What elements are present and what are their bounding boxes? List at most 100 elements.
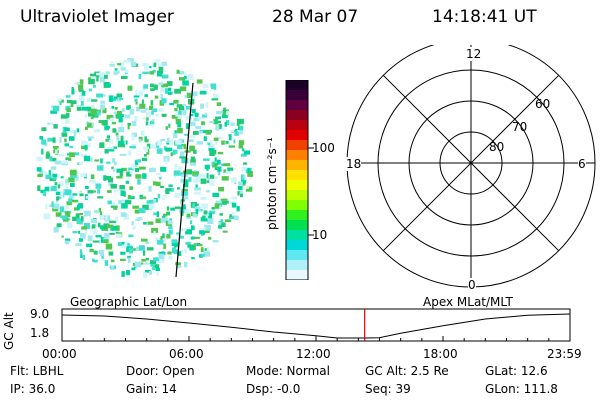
uv-pixel (195, 126, 202, 129)
uv-pixel (85, 186, 89, 189)
uv-pixel (184, 72, 187, 79)
uv-pixel (55, 191, 62, 195)
uv-pixel (217, 120, 221, 123)
colorbar-cell (286, 150, 308, 161)
mlt-label-12: 12 (466, 47, 482, 61)
uv-pixel (74, 207, 79, 211)
uv-pixel (138, 245, 145, 251)
uv-pixel (124, 242, 129, 248)
uv-pixel (116, 93, 122, 98)
uv-pixel (155, 218, 161, 224)
uv-pixel (186, 212, 191, 218)
uv-pixel (188, 139, 194, 142)
uv-pixel (120, 190, 125, 196)
uv-pixel (188, 177, 192, 182)
uv-pixel (186, 92, 193, 98)
uv-pixel (98, 222, 101, 228)
uv-pixel (229, 214, 232, 218)
uv-pixel (60, 176, 64, 179)
uv-pixel (223, 107, 226, 113)
polar-diagonal (382, 74, 560, 252)
uv-pixel (95, 183, 102, 189)
uv-pixel (195, 184, 198, 191)
uv-pixel (218, 203, 223, 207)
uv-pixel (116, 135, 120, 141)
uv-pixel (106, 135, 110, 139)
uv-pixel (200, 103, 205, 109)
uv-pixel (65, 238, 71, 242)
uv-pixel (185, 229, 192, 235)
uv-pixel (71, 199, 79, 203)
uv-pixel (71, 86, 74, 91)
uv-pixel (40, 189, 46, 194)
uv-pixel (119, 189, 126, 192)
uv-pixel (153, 198, 157, 204)
uv-pixel (144, 94, 148, 98)
colorbar-unit-label: photon cm⁻²s⁻¹ (265, 137, 279, 230)
uv-pixel (70, 100, 77, 105)
uv-pixel (79, 238, 83, 242)
uv-pixel (219, 213, 223, 216)
timeline-plot (61, 308, 571, 342)
uv-pixel (128, 247, 133, 254)
uv-pixel (107, 149, 115, 152)
uv-pixel (79, 213, 83, 216)
uv-pixel (168, 123, 171, 128)
uv-pixel (141, 238, 148, 242)
uv-pixel (189, 245, 195, 251)
uv-pixel (183, 170, 189, 173)
uv-pixel (174, 88, 181, 94)
uv-pixel (157, 70, 163, 77)
uv-pixel (150, 88, 155, 92)
uv-pixel (211, 98, 219, 101)
uv-pixel (99, 215, 106, 221)
uv-pixel (183, 143, 187, 150)
uv-pixel (86, 97, 92, 102)
uv-pixel (180, 151, 184, 158)
uv-pixel (183, 75, 187, 79)
uv-pixel (113, 146, 118, 149)
uv-pixel (68, 136, 75, 141)
uv-pixel (198, 244, 203, 247)
uv-pixel (78, 203, 84, 209)
uv-pixel (36, 156, 43, 162)
uv-pixel (106, 161, 111, 164)
uv-pixel (70, 101, 74, 107)
uv-pixel (70, 183, 75, 187)
uv-pixel (93, 85, 96, 88)
uv-pixel (198, 116, 205, 120)
uv-pixel (225, 141, 229, 144)
uv-pixel (76, 218, 83, 225)
uv-pixel (173, 241, 178, 248)
uv-pixel (158, 82, 163, 85)
uv-pixel (109, 98, 113, 102)
uv-pixel (159, 176, 162, 180)
uv-pixel (243, 162, 247, 165)
uv-pixel (113, 71, 118, 76)
uv-pixel (97, 189, 100, 194)
mlt-label-6: 6 (578, 157, 586, 171)
uv-pixel (53, 124, 58, 129)
terminator-line (175, 82, 194, 278)
uv-pixel (160, 94, 163, 99)
uv-pixel (158, 66, 164, 71)
uv-pixel (200, 216, 208, 222)
uv-pixel (165, 126, 168, 130)
uv-pixel (54, 160, 62, 165)
uv-pixel (105, 83, 111, 88)
colorbar-cell (286, 120, 308, 131)
uv-pixel (107, 232, 115, 235)
uv-pixel (242, 168, 246, 172)
uv-pixel (130, 248, 136, 251)
uv-pixel (129, 196, 135, 200)
uv-pixel (64, 127, 70, 132)
uv-pixel (41, 127, 47, 132)
uv-pixel (206, 173, 209, 179)
uv-pixel (127, 85, 133, 91)
uv-pixel (53, 203, 60, 209)
uv-pixel (88, 74, 95, 79)
uv-pixel (37, 185, 41, 192)
uv-pixel (153, 62, 157, 68)
uv-pixel (146, 247, 154, 251)
uv-pixel (162, 233, 165, 239)
